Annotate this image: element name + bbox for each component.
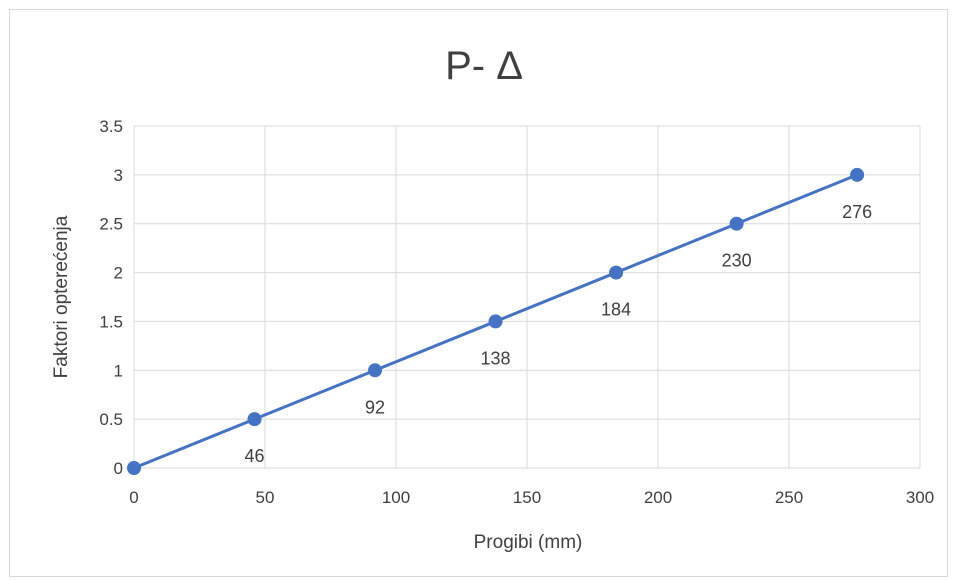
- data-labels: 46 92 138 184 230 276: [245, 202, 873, 466]
- y-axis-ticks: 0 0.5 1 1.5 2 2.5 3 3.5: [99, 117, 123, 478]
- data-label: 92: [365, 397, 385, 417]
- data-label: 138: [481, 348, 511, 368]
- y-tick-label: 1: [114, 361, 123, 380]
- x-tick-label: 250: [775, 488, 803, 507]
- data-point: [609, 265, 624, 280]
- data-label: 230: [722, 251, 752, 271]
- y-tick-label: 2: [114, 264, 123, 283]
- data-label: 184: [601, 300, 631, 320]
- y-tick-label: 3: [114, 166, 123, 185]
- y-tick-label: 0: [114, 459, 123, 478]
- x-tick-label: 0: [129, 488, 138, 507]
- data-point: [127, 461, 141, 475]
- x-axis-ticks: 0 50 100 150 200 250 300: [129, 488, 934, 507]
- y-tick-label: 3.5: [99, 117, 123, 136]
- y-tick-label: 0.5: [99, 410, 123, 429]
- x-axis-label: Progibi (mm): [474, 532, 583, 553]
- data-point: [368, 363, 383, 378]
- x-tick-label: 300: [906, 488, 934, 507]
- y-tick-label: 2.5: [99, 215, 123, 234]
- data-point: [247, 412, 262, 427]
- data-point: [729, 216, 744, 231]
- data-point: [850, 167, 865, 182]
- chart-frame: [9, 9, 948, 577]
- chart-title: P- Δ: [445, 44, 523, 88]
- series: [127, 167, 865, 475]
- data-point: [488, 314, 503, 329]
- data-label: 46: [245, 446, 265, 466]
- x-tick-label: 200: [644, 488, 672, 507]
- y-axis-label: Faktori opterećenja: [51, 215, 72, 378]
- grid: [133, 125, 921, 469]
- x-tick-label: 100: [382, 488, 410, 507]
- data-label: 276: [842, 202, 872, 222]
- x-tick-label: 150: [513, 488, 541, 507]
- x-tick-label: 50: [256, 488, 275, 507]
- y-tick-label: 1.5: [99, 312, 123, 331]
